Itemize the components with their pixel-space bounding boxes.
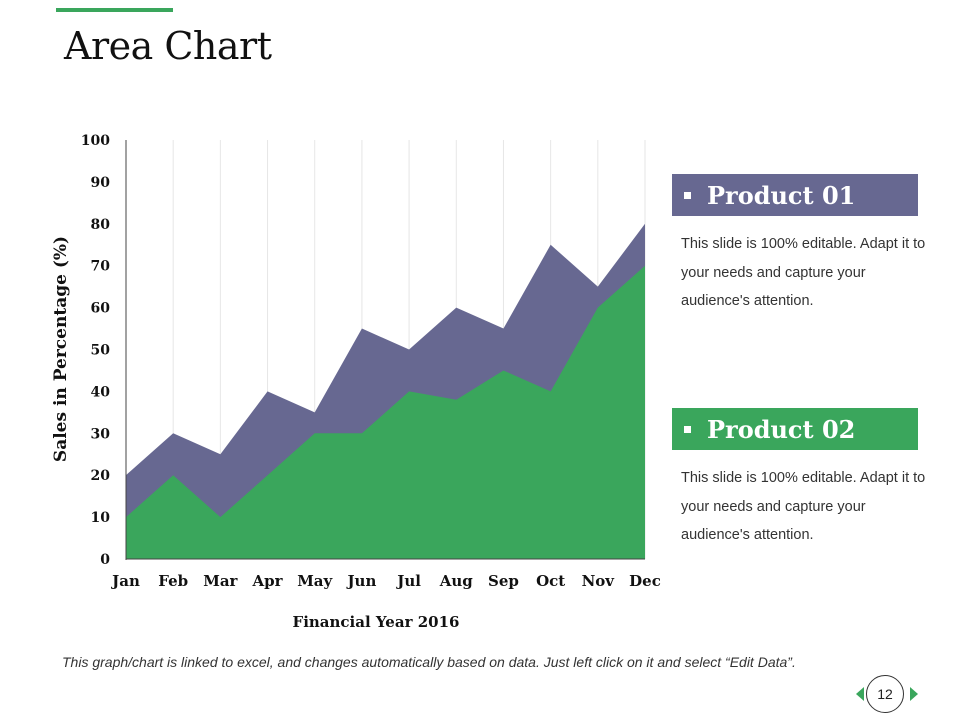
- x-tick-label-mar: Mar: [203, 572, 238, 590]
- bullet-icon: [684, 425, 691, 433]
- bullet-icon: [684, 191, 691, 199]
- x-tick-label-jan: Jan: [110, 572, 140, 590]
- x-tick-label-nov: Nov: [582, 572, 616, 590]
- x-tick-label-jul: Jul: [395, 572, 421, 590]
- y-tick-label-90: 90: [91, 175, 111, 191]
- previous-slide-arrow-icon[interactable]: [856, 687, 864, 701]
- y-tick-label-40: 40: [91, 384, 111, 400]
- x-tick-label-aug: Aug: [439, 572, 474, 590]
- y-tick-label-10: 10: [91, 510, 111, 526]
- x-tick-label-may: May: [297, 572, 333, 590]
- legend-product-01-label: Product 01: [707, 180, 856, 210]
- y-tick-label-80: 80: [91, 217, 111, 233]
- legend-product-02: Product 02: [672, 408, 918, 450]
- next-slide-arrow-icon[interactable]: [910, 687, 918, 701]
- x-tick-label-jun: Jun: [345, 572, 376, 590]
- y-tick-label-0: 0: [100, 552, 110, 568]
- y-axis-title: Sales in Percentage (%): [51, 236, 71, 462]
- y-tick-label-70: 70: [91, 259, 111, 275]
- product-01-description: This slide is 100% editable. Adapt it to…: [681, 236, 926, 309]
- y-tick-label-20: 20: [91, 468, 111, 484]
- y-tick-label-60: 60: [91, 301, 111, 317]
- x-tick-label-dec: Dec: [629, 572, 661, 590]
- legend-product-01: Product 01: [672, 174, 918, 216]
- y-tick-label-30: 30: [91, 426, 111, 442]
- title-accent-bar: [56, 8, 173, 12]
- area-product-02[interactable]: [126, 265, 645, 559]
- y-tick-label-100: 100: [81, 133, 110, 149]
- footer-note: This graph/chart is linked to excel, and…: [62, 654, 796, 670]
- product-02-description: This slide is 100% editable. Adapt it to…: [681, 470, 926, 543]
- x-tick-label-sep: Sep: [488, 572, 519, 590]
- slide-title: Area Chart: [64, 24, 272, 68]
- x-tick-label-apr: Apr: [252, 572, 284, 590]
- x-axis-title: Financial Year 2016: [293, 613, 460, 631]
- legend-product-02-label: Product 02: [707, 414, 856, 444]
- y-tick-label-50: 50: [91, 343, 111, 359]
- x-tick-label-oct: Oct: [536, 572, 565, 590]
- x-tick-label-feb: Feb: [158, 572, 188, 590]
- page-number: 12: [866, 675, 904, 713]
